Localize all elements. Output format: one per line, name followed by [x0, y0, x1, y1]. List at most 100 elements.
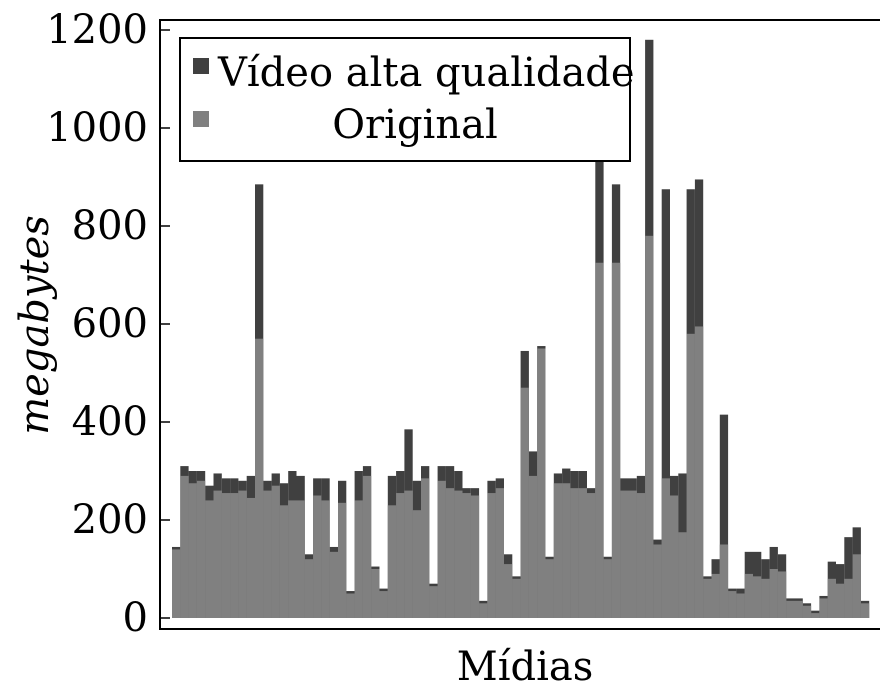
bar-video-82 [844, 537, 853, 618]
bar-original-41 [504, 564, 513, 618]
bar-original-81 [836, 583, 845, 618]
bar-original-51 [587, 493, 596, 618]
bar-original-15 [288, 500, 297, 618]
y-axis-title: megabytes [12, 215, 58, 435]
bar-original-36 [462, 493, 471, 618]
bar-original-54 [611, 262, 621, 618]
bar-original-8 [230, 493, 239, 618]
bar-original-34 [445, 488, 455, 618]
legend: Vídeo alta qualidade Original [179, 37, 635, 162]
bar-video-60 [661, 189, 670, 618]
bar-original-55 [620, 490, 629, 618]
bar-original-47 [553, 483, 563, 618]
bar-original-56 [628, 490, 637, 618]
bar-original-57 [636, 493, 646, 618]
bar-original-59 [653, 544, 662, 618]
y-tick-label-0: 0 [123, 595, 148, 641]
bar-original-67 [719, 544, 729, 618]
bar-original-80 [827, 578, 836, 618]
bar-original-43 [520, 387, 529, 618]
bar-original-45 [537, 348, 546, 618]
bar-original-9 [238, 490, 247, 618]
bar-original-28 [396, 493, 405, 618]
legend-label-original: Original [332, 102, 498, 148]
x-axis-title: Mídias [457, 644, 594, 687]
series-original-bars [172, 235, 870, 619]
bar-original-3 [188, 483, 197, 618]
bar-original-26 [379, 591, 388, 618]
bar-original-32 [429, 586, 438, 618]
bar-original-18 [313, 495, 322, 618]
bar-original-74 [777, 571, 787, 618]
bar-original-70 [744, 573, 753, 618]
bar-original-40 [495, 488, 504, 618]
bar-original-20 [329, 551, 338, 618]
bar-original-11 [255, 338, 264, 618]
y-tick-label-200: 200 [72, 497, 148, 543]
bar-video-67 [719, 414, 729, 618]
bar-original-64 [694, 326, 704, 618]
y-axis-ticks: 0 200 400 600 800 1000 1200 [46, 7, 170, 641]
bar-original-23 [354, 500, 363, 618]
bar-original-53 [603, 559, 612, 618]
bar-original-77 [802, 605, 812, 618]
bar-original-71 [753, 576, 762, 618]
bar-original-14 [279, 505, 289, 618]
bar-original-46 [545, 559, 554, 618]
bar-original-25 [371, 569, 380, 618]
bar-original-17 [304, 559, 314, 618]
bar-original-30 [412, 510, 421, 618]
bar-original-60 [661, 478, 670, 618]
legend-swatch-original [193, 111, 209, 127]
bar-original-2 [180, 475, 189, 618]
y-tick-label-600: 600 [72, 301, 148, 347]
bar-original-58 [645, 235, 654, 619]
bar-original-44 [528, 475, 538, 618]
bar-original-52 [595, 262, 604, 618]
bar-original-24 [362, 475, 372, 618]
y-tick-label-400: 400 [72, 399, 148, 445]
bar-original-82 [844, 578, 853, 618]
bar-original-6 [213, 490, 222, 618]
bar-original-16 [296, 500, 305, 618]
bar-original-72 [761, 578, 770, 618]
bar-original-66 [711, 573, 720, 618]
bar-original-68 [728, 591, 737, 618]
bar-original-76 [794, 600, 803, 618]
bar-original-50 [578, 488, 587, 618]
bar-original-61 [670, 495, 679, 618]
bar-original-83 [852, 554, 861, 618]
bar-original-4 [196, 480, 206, 618]
bar-original-1 [172, 549, 181, 618]
bar-original-21 [338, 502, 347, 618]
bar-original-10 [246, 497, 255, 618]
bar-original-5 [205, 500, 214, 618]
bar-original-12 [263, 490, 272, 618]
bar-original-48 [562, 483, 571, 618]
bar-original-29 [404, 490, 413, 618]
bar-original-33 [437, 480, 446, 618]
bar-original-69 [736, 593, 745, 618]
bar-original-7 [221, 493, 231, 618]
bar-original-62 [678, 532, 687, 618]
bar-original-22 [346, 593, 355, 618]
bar-original-75 [786, 600, 795, 618]
bar-original-65 [703, 578, 712, 618]
bar-original-27 [387, 505, 397, 618]
bar-original-35 [454, 490, 463, 618]
y-tick-label-1200: 1200 [46, 7, 148, 53]
bar-original-49 [570, 488, 579, 618]
bar-original-63 [686, 333, 695, 618]
bar-original-19 [321, 500, 330, 618]
bar-original-31 [421, 478, 430, 618]
bar-original-73 [769, 569, 778, 618]
bar-original-37 [470, 495, 480, 618]
bar-original-79 [819, 598, 828, 618]
bar-original-39 [487, 493, 496, 618]
bar-original-38 [479, 603, 488, 618]
legend-box [179, 37, 631, 162]
legend-label-video: Vídeo alta qualidade [217, 50, 635, 96]
bar-original-84 [860, 603, 870, 618]
y-tick-label-1000: 1000 [46, 105, 148, 151]
